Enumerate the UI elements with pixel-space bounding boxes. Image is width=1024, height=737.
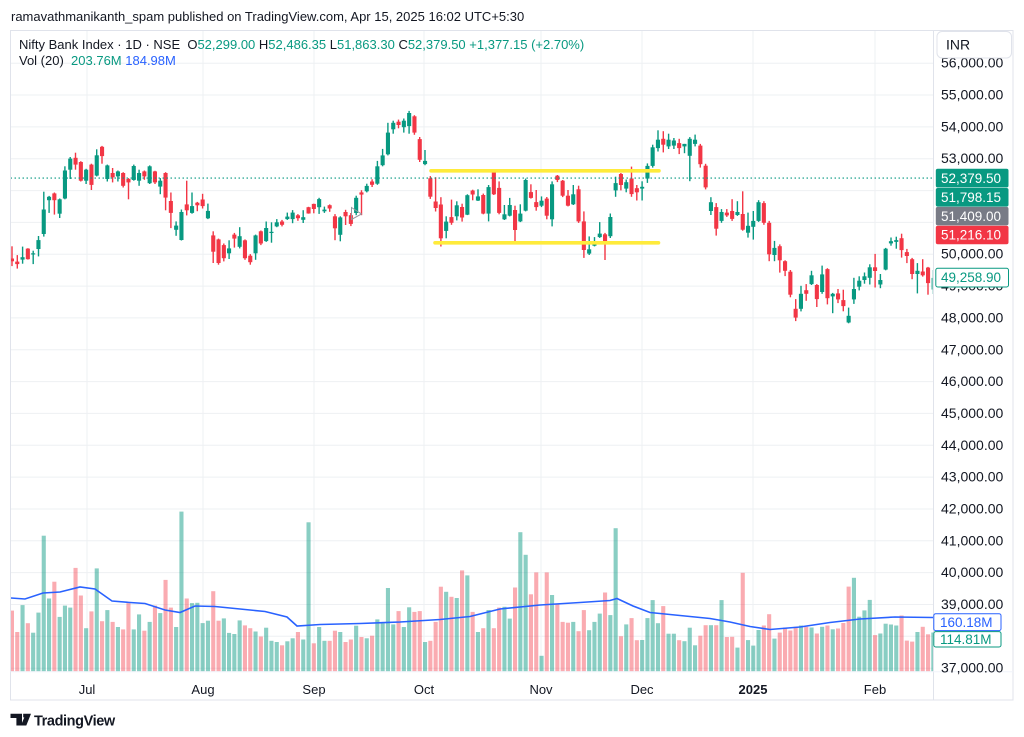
svg-text:Nov: Nov (529, 682, 553, 697)
svg-text:51,409.00: 51,409.00 (941, 209, 1001, 224)
svg-text:51,216.10: 51,216.10 (941, 228, 1001, 243)
svg-text:42,000.00: 42,000.00 (941, 501, 1003, 517)
svg-text:41,000.00: 41,000.00 (941, 532, 1003, 548)
svg-text:40,000.00: 40,000.00 (941, 564, 1003, 580)
svg-text:Jul: Jul (79, 682, 96, 697)
svg-text:39,000.00: 39,000.00 (941, 596, 1003, 612)
svg-text:TradingView: TradingView (34, 714, 116, 730)
svg-text:Feb: Feb (864, 682, 886, 697)
svg-text:Sep: Sep (302, 682, 325, 697)
svg-text:53,000.00: 53,000.00 (941, 150, 1003, 166)
svg-text:51,798.15: 51,798.15 (941, 190, 1001, 205)
svg-text:46,000.00: 46,000.00 (941, 373, 1003, 389)
svg-text:48,000.00: 48,000.00 (941, 309, 1003, 325)
svg-text:114.81M: 114.81M (940, 632, 992, 647)
svg-text:160.18M: 160.18M (940, 615, 993, 630)
svg-text:Nifty Bank Index · 1D · NSE O: Nifty Bank Index · 1D · NSE O52,299.00 H… (19, 37, 584, 52)
svg-text:55,000.00: 55,000.00 (941, 87, 1003, 103)
svg-text:ramavathmanikanth_spam publish: ramavathmanikanth_spam published on Trad… (11, 9, 524, 24)
svg-text:INR: INR (946, 37, 970, 53)
svg-text:45,000.00: 45,000.00 (941, 405, 1003, 421)
svg-text:43,000.00: 43,000.00 (941, 469, 1003, 485)
svg-text:Aug: Aug (191, 682, 214, 697)
svg-text:Vol (20) 203.76M 184.98M: Vol (20) 203.76M 184.98M (19, 53, 176, 68)
svg-text:49,258.90: 49,258.90 (941, 270, 1001, 285)
svg-text:37,000.00: 37,000.00 (941, 660, 1003, 676)
svg-text:54,000.00: 54,000.00 (941, 118, 1003, 134)
svg-text:44,000.00: 44,000.00 (941, 437, 1003, 453)
svg-text:2025: 2025 (739, 682, 768, 697)
svg-text:Dec: Dec (630, 682, 654, 697)
svg-text:56,000.00: 56,000.00 (941, 55, 1003, 71)
svg-text:47,000.00: 47,000.00 (941, 341, 1003, 357)
svg-text:Oct: Oct (414, 682, 435, 697)
svg-text:50,000.00: 50,000.00 (941, 246, 1003, 262)
svg-text:52,379.50: 52,379.50 (941, 171, 1001, 186)
